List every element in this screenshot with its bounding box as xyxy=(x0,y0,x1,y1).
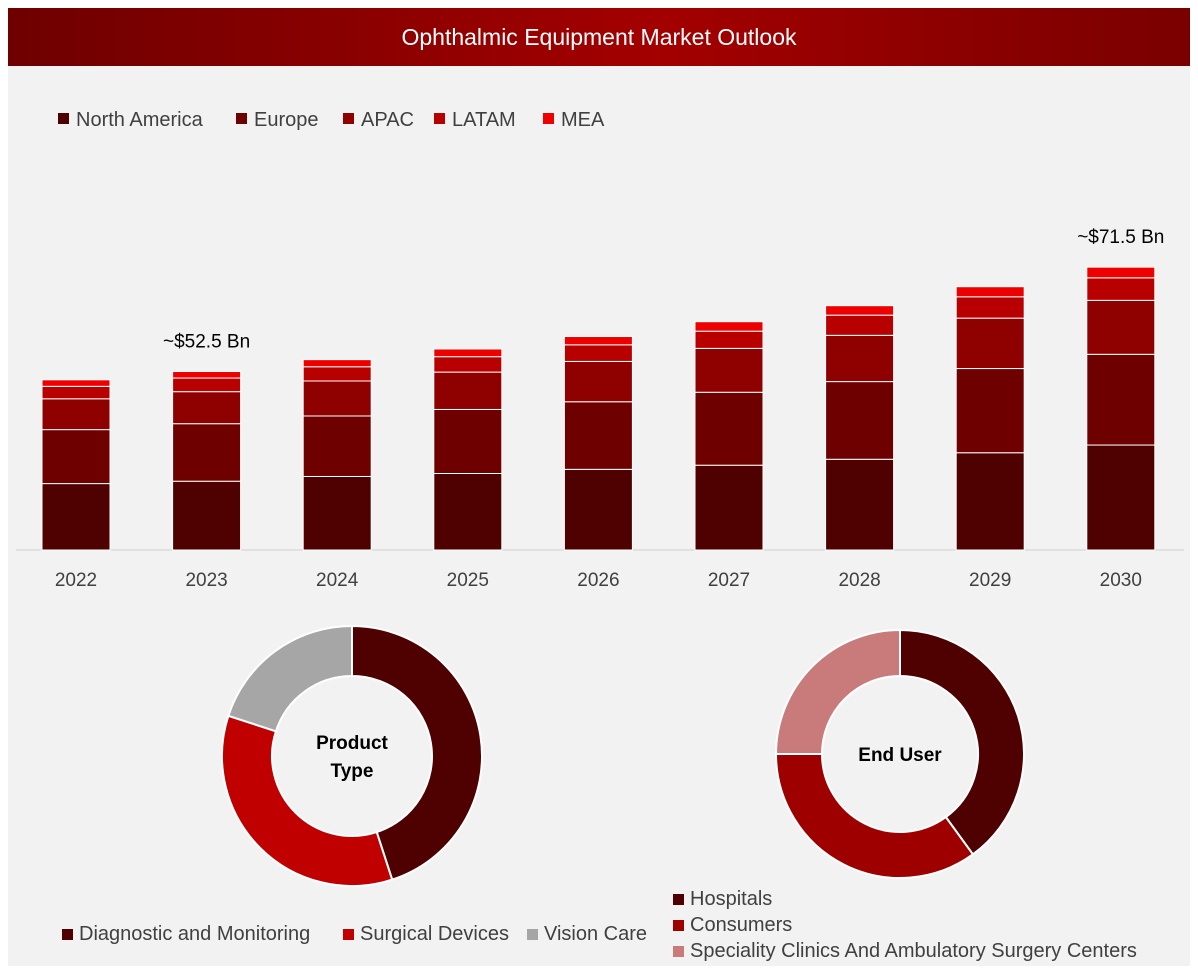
bar-segment xyxy=(955,452,1025,551)
bar-segment xyxy=(563,336,633,346)
bar-segment xyxy=(825,381,895,460)
bar-segment xyxy=(41,398,111,431)
bar-segment xyxy=(433,371,503,410)
total-annotation: ~$71.5 Bn xyxy=(1077,227,1164,248)
bar-segment xyxy=(302,359,372,368)
bar-segment xyxy=(302,415,372,477)
bar-segment xyxy=(955,317,1025,370)
donut-slice xyxy=(351,624,483,881)
legend-swatch xyxy=(236,113,247,124)
bar-segment xyxy=(1086,444,1156,551)
x-tick-label: 2025 xyxy=(447,570,489,591)
legend-swatch xyxy=(434,113,445,124)
bar-segment xyxy=(825,458,895,551)
bar-segment xyxy=(172,391,242,425)
legend-swatch xyxy=(673,894,684,905)
bar-segment xyxy=(825,334,895,383)
bar-segment xyxy=(433,356,503,373)
x-tick-label: 2028 xyxy=(838,570,880,591)
bar-segment xyxy=(172,371,242,379)
x-tick-label: 2026 xyxy=(577,570,619,591)
bar-segment xyxy=(694,464,764,551)
x-tick-label: 2023 xyxy=(185,570,227,591)
legend-label: North America xyxy=(76,109,204,131)
bar-segment xyxy=(694,321,764,332)
bar-segment xyxy=(955,286,1025,298)
legend-swatch xyxy=(527,929,538,940)
legend-label: MEA xyxy=(561,109,605,131)
bar-segment xyxy=(694,330,764,349)
legend-swatch xyxy=(673,920,684,931)
bar-segment xyxy=(563,401,633,470)
bar-segment xyxy=(302,380,372,417)
legend-label: Consumers xyxy=(690,914,792,936)
x-tick-label: 2027 xyxy=(708,570,750,591)
bar-segment xyxy=(41,379,111,387)
bar-segment xyxy=(41,483,111,551)
bar-segment xyxy=(694,347,764,393)
legend-label: Hospitals xyxy=(690,888,772,910)
legend-swatch xyxy=(58,113,69,124)
legend-label: Vision Care xyxy=(544,923,647,945)
legend-label: Speciality Clinics And Ambulatory Surger… xyxy=(690,940,1137,962)
legend-label: APAC xyxy=(361,109,414,131)
donut-slice xyxy=(221,714,394,887)
bar-segment xyxy=(41,385,111,400)
bar-segment xyxy=(172,480,242,551)
bar-segment xyxy=(172,377,242,393)
bar-segment xyxy=(825,314,895,336)
legend-label: Surgical Devices xyxy=(360,923,509,945)
legend-swatch xyxy=(673,946,684,957)
bar-segment xyxy=(302,366,372,382)
legend-swatch xyxy=(343,929,354,940)
bar-segment xyxy=(1086,353,1156,446)
bar-segment xyxy=(1086,299,1156,355)
bar-segment xyxy=(563,344,633,362)
x-tick-label: 2029 xyxy=(969,570,1011,591)
bar-segment xyxy=(825,305,895,316)
total-annotation: ~$52.5 Bn xyxy=(163,332,250,353)
chart-title: Ophthalmic Equipment Market Outlook xyxy=(8,8,1190,66)
bar-segment xyxy=(433,348,503,358)
bar-segment xyxy=(955,296,1025,319)
bar-segment xyxy=(41,429,111,485)
bar-segment xyxy=(563,468,633,551)
legend-label: Diagnostic and Monitoring xyxy=(79,923,310,945)
donut-center-label: End User xyxy=(858,745,942,766)
legend-swatch xyxy=(62,929,73,940)
x-tick-label: 2022 xyxy=(55,570,97,591)
donut-slice xyxy=(899,628,1025,856)
bar-segment xyxy=(1086,266,1156,279)
bar-segment xyxy=(955,368,1025,454)
bar-segment xyxy=(172,423,242,482)
x-tick-label: 2030 xyxy=(1100,570,1142,591)
bar-segment xyxy=(302,475,372,551)
legend-swatch xyxy=(343,113,354,124)
legend-label: LATAM xyxy=(452,109,516,131)
donut-slice xyxy=(774,628,901,755)
bar-segment xyxy=(433,473,503,551)
legend-swatch xyxy=(543,113,554,124)
x-tick-label: 2024 xyxy=(316,570,359,591)
bar-segment xyxy=(694,391,764,466)
legend-label: Europe xyxy=(254,109,319,131)
bar-segment xyxy=(1086,277,1156,301)
bar-segment xyxy=(433,408,503,475)
bar-segment xyxy=(563,360,633,403)
donut-slice xyxy=(227,624,353,733)
donut-center-label: Product xyxy=(316,733,388,754)
donut-center-label: Type xyxy=(331,761,374,782)
donut-slice xyxy=(774,753,975,879)
